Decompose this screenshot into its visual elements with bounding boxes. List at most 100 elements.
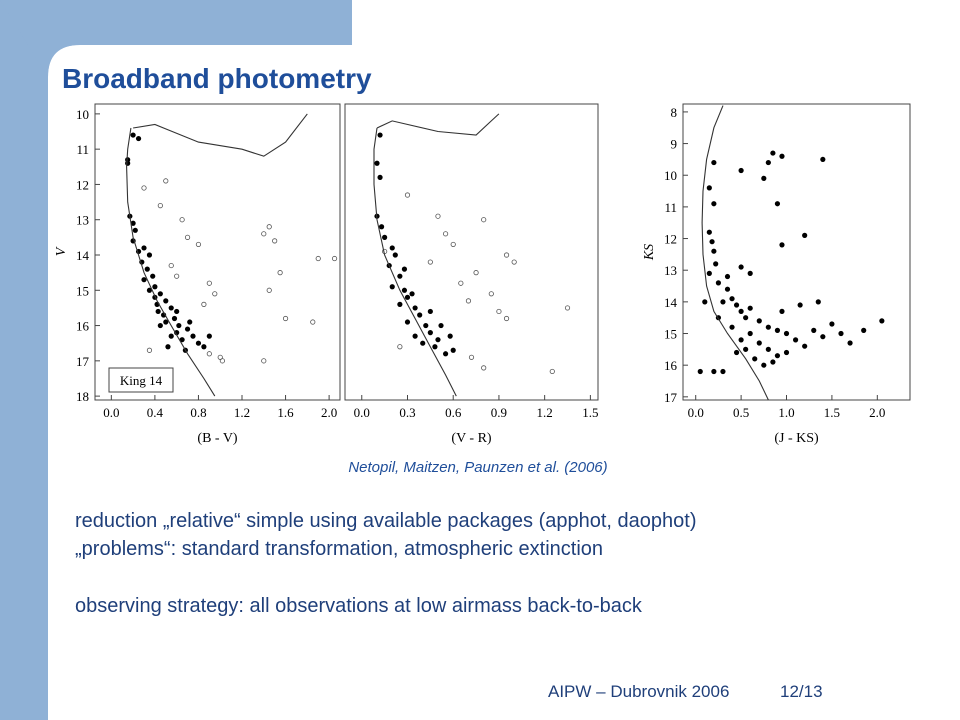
open-point: [404, 192, 411, 198]
point: [401, 266, 408, 272]
point: [774, 327, 781, 333]
open-point: [277, 270, 283, 276]
open-point: [503, 252, 510, 258]
point: [423, 322, 429, 329]
point: [168, 305, 174, 311]
open-point: [488, 291, 494, 297]
point: [176, 322, 182, 329]
point: [389, 284, 395, 290]
body-line: observing strategy: all observations at …: [75, 595, 643, 617]
x-tick-label: 0.4: [147, 405, 164, 420]
point: [747, 305, 753, 311]
open-point: [212, 291, 218, 297]
point: [706, 229, 712, 235]
point: [711, 248, 717, 254]
point: [770, 150, 776, 156]
isochrone: [701, 105, 769, 401]
point: [168, 333, 174, 339]
point: [715, 280, 722, 286]
point: [733, 349, 740, 356]
point: [427, 308, 433, 315]
point: [747, 330, 753, 337]
point: [711, 201, 717, 207]
point: [187, 319, 193, 325]
point: [779, 308, 785, 314]
slide-title: Broadband photometry: [62, 63, 372, 94]
footer-right: 12/13: [780, 682, 823, 701]
open-point: [282, 315, 289, 322]
point: [747, 270, 753, 276]
y-tick-label: 17: [76, 354, 90, 369]
open-point: [163, 178, 169, 184]
point: [377, 174, 383, 180]
point: [729, 296, 735, 302]
point: [838, 330, 844, 337]
point: [165, 344, 171, 350]
point: [720, 368, 726, 375]
open-point: [564, 305, 571, 311]
open-point: [442, 231, 449, 237]
x-tick-label: 2.0: [321, 405, 337, 420]
open-point: [435, 213, 441, 219]
point: [815, 299, 821, 305]
point: [141, 245, 147, 251]
point: [171, 315, 178, 322]
y-tick-label: 10: [76, 107, 89, 122]
point: [847, 340, 853, 346]
point: [756, 318, 762, 324]
point: [392, 252, 398, 258]
point: [125, 160, 131, 166]
point: [765, 324, 771, 330]
y-tick-label: 15: [664, 327, 677, 342]
y-tick-label: 10: [664, 168, 677, 183]
x-tick-label: 0.8: [190, 405, 206, 420]
point: [792, 337, 799, 343]
point: [152, 284, 158, 290]
point: [720, 299, 726, 305]
point: [190, 333, 196, 339]
y-tick-label: 13: [664, 263, 677, 278]
point: [130, 220, 136, 226]
point: [797, 302, 803, 308]
point: [163, 319, 169, 325]
open-point: [206, 280, 212, 286]
point: [861, 327, 867, 333]
open-point: [511, 259, 517, 265]
open-point: [272, 238, 278, 244]
open-point: [458, 280, 464, 286]
open-point: [315, 255, 321, 262]
open-point: [310, 319, 316, 325]
point: [146, 252, 153, 258]
open-point: [179, 217, 185, 223]
x-tick-label: 0.0: [103, 405, 119, 420]
point: [713, 261, 719, 267]
point: [201, 344, 207, 350]
y-tick-label: 11: [664, 200, 677, 215]
point: [404, 294, 411, 300]
y-tick-label: 14: [76, 248, 90, 263]
point: [765, 346, 771, 352]
point: [132, 227, 138, 233]
point: [184, 326, 191, 332]
point: [195, 340, 202, 346]
point: [438, 322, 444, 329]
y-tick-label: 14: [664, 295, 678, 310]
open-point: [450, 241, 456, 248]
y-axis-label: V: [54, 246, 69, 256]
point: [130, 132, 136, 138]
open-point: [168, 262, 174, 269]
point: [450, 347, 456, 353]
point: [146, 287, 153, 293]
point: [144, 266, 150, 272]
x-tick-label: 1.5: [824, 405, 840, 420]
point: [738, 337, 744, 343]
point: [752, 356, 758, 362]
open-point: [331, 255, 338, 262]
open-point: [266, 224, 272, 230]
y-tick-label: 18: [76, 389, 89, 404]
point: [150, 273, 156, 279]
x-tick-label: 1.2: [234, 405, 250, 420]
open-point: [261, 358, 267, 364]
